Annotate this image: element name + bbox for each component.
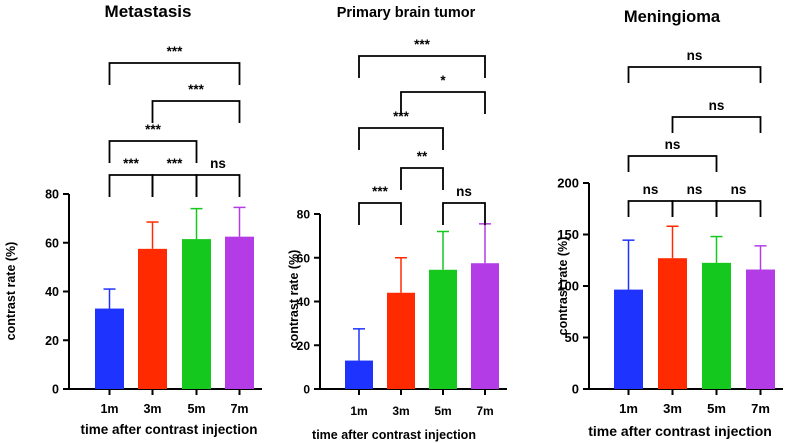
bar-7m (471, 263, 499, 389)
chart-panel-3: Meningioma 0 50 100 150 200 contrast rate (%) 1… (556, 8, 783, 439)
x-axis-label: time after contrast injection (312, 428, 476, 442)
category-label: 5m (434, 404, 451, 418)
y-tick-label: 80 (45, 188, 59, 202)
bar-3m (658, 258, 687, 389)
significance-bracket (151, 100, 241, 123)
category-label: 5m (187, 402, 205, 416)
y-tick-label: 100 (557, 279, 579, 294)
significance-bracket (108, 62, 241, 85)
bar-1m (345, 360, 373, 389)
significance-bracket (627, 155, 718, 172)
significance-label: ns (709, 98, 725, 113)
significance-bracket (151, 174, 198, 197)
category-label: 5m (707, 401, 726, 416)
y-axis-label: contrast rate (%) (4, 242, 18, 341)
bar-7m (225, 236, 254, 389)
significance-bracket (627, 200, 674, 217)
significance-label: ns (665, 137, 681, 152)
chart-panel-2: Primary brain tumor 0 20 40 60 80 contrast rat… (287, 5, 507, 442)
y-tick-label: 60 (297, 251, 311, 265)
significance-label: * (440, 73, 446, 88)
y-tick-label: 50 (565, 330, 579, 345)
significance-label: ns (643, 182, 659, 197)
significance-bracket (442, 202, 486, 225)
significance-bracket (358, 127, 444, 150)
y-tick-label: 0 (303, 383, 310, 397)
y-tick-label: 20 (297, 339, 311, 353)
significance-bracket (195, 174, 241, 197)
category-label: 3m (143, 402, 161, 416)
significance-bracket (671, 200, 718, 217)
bar-1m (614, 289, 643, 389)
y-axis-label: contrast rate (%) (556, 237, 570, 336)
significance-bracket (400, 167, 444, 190)
y-tick-label: 150 (557, 227, 579, 242)
significance-label: ns (687, 182, 703, 197)
significance-bracket (358, 202, 402, 225)
significance-label: *** (414, 37, 431, 52)
y-tick-label: 0 (572, 382, 579, 397)
category-label: 1m (350, 404, 367, 418)
y-tick-label: 40 (45, 285, 59, 299)
x-axis-label: time after contrast injection (80, 422, 257, 437)
significance-bracket (715, 200, 762, 217)
y-tick-label: 20 (45, 334, 59, 348)
significance-label: ns (731, 182, 747, 197)
significance-label: *** (167, 44, 184, 59)
y-tick-label: 200 (557, 176, 579, 191)
significance-bracket (400, 91, 486, 114)
bar-5m (182, 239, 211, 389)
y-tick-label: 80 (297, 208, 311, 222)
y-axis-label: contrast rate (%) (287, 250, 301, 349)
category-label: 1m (619, 401, 638, 416)
bar-3m (387, 292, 415, 389)
y-tick-label: 40 (297, 295, 311, 309)
chart-title: Primary brain tumor (337, 5, 476, 21)
category-label: 7m (476, 404, 493, 418)
category-label: 3m (392, 404, 409, 418)
significance-label: *** (393, 109, 410, 124)
category-label: 7m (751, 401, 770, 416)
significance-label: *** (188, 82, 205, 97)
significance-bracket (358, 55, 486, 78)
bar-7m (746, 269, 775, 389)
significance-label: ns (687, 48, 703, 63)
y-tick-label: 60 (45, 236, 59, 250)
bar-5m (702, 262, 731, 389)
significance-bracket (108, 140, 198, 163)
bar-3m (138, 248, 167, 389)
significance-bracket (671, 116, 762, 133)
bar-5m (429, 269, 457, 389)
significance-label: *** (145, 122, 162, 137)
significance-label: ns (210, 156, 226, 171)
significance-bracket (627, 66, 762, 83)
chart-title: Metastasis (105, 2, 192, 21)
x-axis-label: time after contrast injection (588, 423, 772, 439)
significance-label: *** (167, 156, 184, 171)
bar-1m (95, 308, 124, 389)
chart-title: Meningioma (624, 8, 721, 26)
y-tick-label: 0 (52, 383, 59, 397)
category-label: 1m (100, 402, 118, 416)
significance-label: ns (456, 184, 472, 199)
significance-label: *** (372, 184, 389, 199)
chart-panel-1: Metastasis 0 20 40 60 80 contrast rate (%) 1m 3m… (4, 2, 262, 437)
category-label: 3m (663, 401, 682, 416)
significance-label: ** (417, 149, 428, 164)
significance-bracket (108, 174, 154, 197)
significance-label: *** (123, 156, 140, 171)
category-label: 7m (230, 402, 248, 416)
